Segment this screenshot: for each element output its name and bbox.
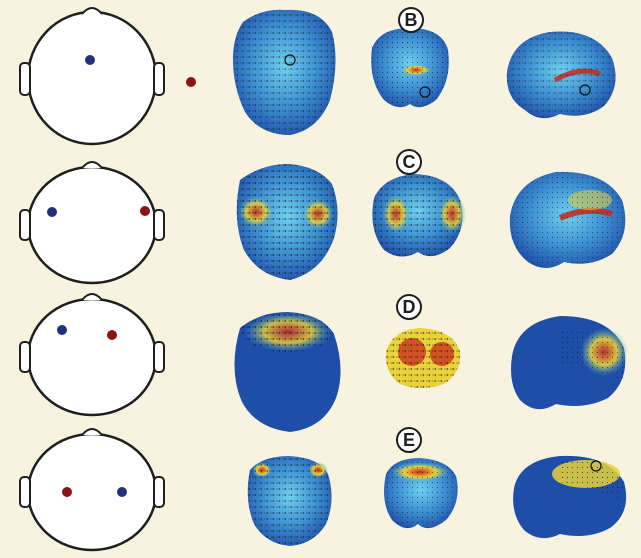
electrode-red [140, 206, 150, 216]
brain-coronal-c [372, 174, 466, 257]
brain-sagittal-d [511, 316, 628, 410]
brain-sagittal-b [506, 31, 616, 119]
head-diagram-c [19, 161, 165, 285]
brain-coronal-d [385, 328, 461, 388]
head-diagram-e [19, 428, 165, 552]
panel-e-row [19, 428, 627, 552]
brain-coronal-e [384, 458, 458, 529]
electrode-blue [47, 207, 57, 217]
electrode-blue [57, 325, 67, 335]
brain-axial-d [234, 312, 341, 432]
electrode-red [62, 487, 72, 497]
brain-sagittal-c [509, 171, 626, 268]
electrode-red [186, 77, 196, 87]
brain-axial-b [232, 9, 336, 135]
panel-label-b: B [398, 7, 424, 33]
electrode-blue [117, 487, 127, 497]
head-diagram-d [19, 293, 165, 417]
brain-axial-e [247, 456, 332, 546]
panel-d-row [19, 293, 628, 432]
brain-coronal-b [371, 28, 449, 108]
brain-axial-c [236, 164, 338, 280]
panel-c-row [19, 161, 626, 285]
electrode-blue [85, 55, 95, 65]
panel-label-d: D [396, 294, 422, 320]
panel-label-e: E [396, 427, 422, 453]
brain-sagittal-e [513, 455, 627, 539]
head-diagram-b [19, 7, 196, 146]
panel-label-c: C [396, 149, 422, 175]
panel-b-row [19, 7, 616, 146]
electrode-red [107, 330, 117, 340]
